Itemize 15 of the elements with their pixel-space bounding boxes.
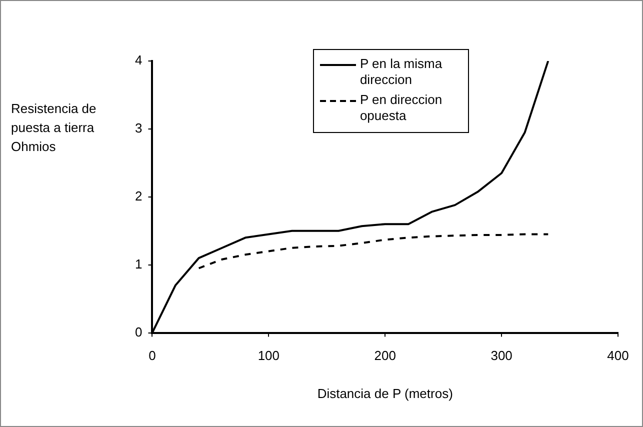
x-tick-label: 0 [148, 348, 156, 364]
legend-label: P en la misma direccion [360, 56, 444, 88]
y-axis-title: Resistencia de puesta a tierra Ohmios [11, 100, 98, 156]
x-tick-label: 100 [258, 348, 280, 364]
y-tick-label: 2 [134, 188, 142, 204]
y-tick-label: 1 [134, 256, 142, 272]
line-series [198, 233, 550, 270]
y-tick-label: 3 [134, 120, 142, 136]
x-tick-label: 300 [490, 348, 512, 364]
y-tick-label: 0 [134, 324, 142, 340]
legend-label: P en direccion opuesta [360, 92, 444, 124]
y-tick-label: 4 [134, 52, 142, 68]
x-axis-title: Distancia de P (metros) [317, 386, 453, 401]
x-tick-label: 200 [374, 348, 396, 364]
x-tick-label: 400 [607, 348, 629, 364]
